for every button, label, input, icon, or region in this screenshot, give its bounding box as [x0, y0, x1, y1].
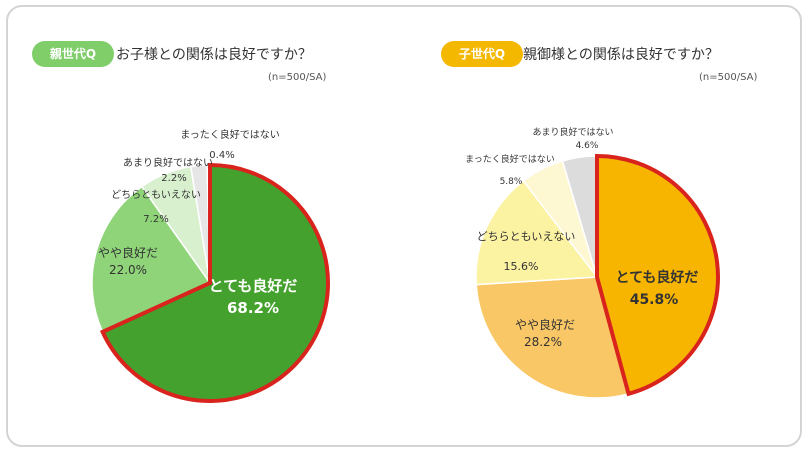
child-slice-neutral: [475, 179, 599, 286]
child-value-very-good: 45.8%: [630, 292, 679, 308]
child-question-title: 親御様との関係は良好ですか？: [523, 47, 719, 63]
parent-value-neutral: 7.2%: [143, 214, 168, 225]
child-generation-panel: 子世代Q 親御様との関係は良好ですか？ (n=500/SA) とても良好だ 45…: [405, 0, 810, 454]
child-pie-labels: とても良好だ 45.8% やや良好だ 28.2% どちらともいえない 15.6%…: [465, 126, 698, 349]
child-label-not-very-good: あまり良好ではない: [532, 126, 613, 138]
child-value-not-good-at-all: 5.8%: [500, 177, 523, 187]
child-slice-somewhat-good: [475, 276, 630, 399]
parent-label-neutral: どちらともいえない: [111, 189, 201, 201]
parent-label-not-good-at-all: まったく良好ではない: [180, 128, 280, 141]
parent-question-title: お子様との関係は良好ですか？: [116, 47, 312, 63]
parent-value-somewhat-good: 22.0%: [109, 263, 147, 277]
parent-pie-chart: とても良好だ 68.2% やや良好だ 22.0% どちらともいえない 7.2% …: [91, 128, 330, 403]
child-label-neutral: どちらともいえない: [477, 230, 576, 243]
child-label-very-good: とても良好だ: [616, 269, 699, 286]
child-label-somewhat-good: やや良好だ: [515, 317, 575, 332]
parent-generation-panel: 親世代Q お子様との関係は良好ですか？ (n=500/SA) とても良好だ 68…: [32, 41, 330, 403]
parent-value-not-very-good: 2.2%: [161, 173, 186, 184]
child-sample-size: (n=500/SA): [699, 72, 758, 83]
parent-label-somewhat-good: やや良好だ: [98, 245, 158, 260]
child-value-neutral: 15.6%: [504, 260, 539, 273]
parent-label-not-very-good: あまり良好ではない: [123, 156, 213, 169]
parent-pie-labels: とても良好だ 68.2% やや良好だ 22.0% どちらともいえない 7.2% …: [98, 128, 297, 317]
child-value-not-very-good: 4.6%: [576, 141, 599, 151]
child-pie-chart: とても良好だ 45.8% やや良好だ 28.2% どちらともいえない 15.6%…: [465, 126, 720, 399]
child-label-not-good-at-all: まったく良好ではない: [465, 153, 555, 165]
child-highlight-outline: [595, 153, 720, 397]
parent-sample-size: (n=500/SA): [268, 72, 327, 83]
parent-highlight-outline: [99, 162, 330, 403]
parent-label-very-good: とても良好だ: [209, 277, 298, 295]
child-generation-badge: 子世代Q: [441, 41, 523, 67]
parent-generation-badge: 親世代Q: [32, 41, 114, 67]
parent-value-not-good-at-all: 0.4%: [209, 150, 234, 161]
parent-value-very-good: 68.2%: [227, 299, 279, 317]
child-value-somewhat-good: 28.2%: [524, 335, 562, 349]
